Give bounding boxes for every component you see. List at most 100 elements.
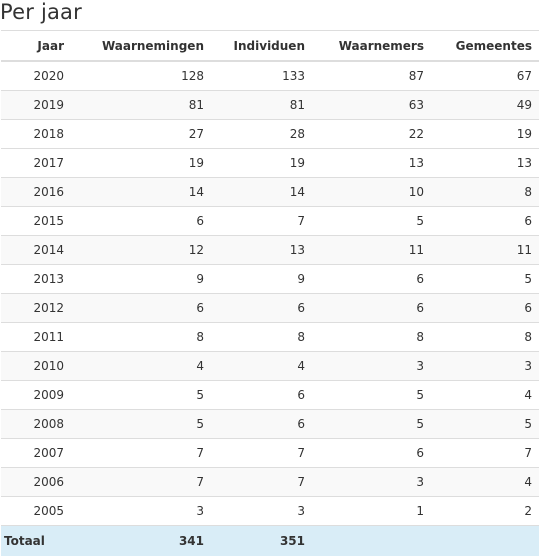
table-row: 2012 6 6 6 6 [1, 293, 539, 323]
cell-individuen: 3 [211, 496, 312, 526]
cell-gemeentes: 4 [431, 467, 539, 497]
cell-waarnemingen: 7 [71, 467, 211, 497]
column-header-individuen[interactable]: Individuen [211, 30, 312, 62]
cell-waarnemers: 13 [312, 148, 431, 178]
cell-individuen: 7 [211, 467, 312, 497]
cell-gemeentes: 4 [431, 380, 539, 410]
total-waarnemingen: 341 [71, 525, 211, 556]
cell-individuen: 8 [211, 322, 312, 352]
cell-waarnemingen: 6 [71, 206, 211, 236]
cell-waarnemers: 5 [312, 409, 431, 439]
table-row: 2005 3 3 1 2 [1, 496, 539, 526]
cell-waarnemingen: 8 [71, 322, 211, 352]
cell-jaar: 2013 [1, 264, 71, 294]
cell-waarnemingen: 12 [71, 235, 211, 265]
cell-gemeentes: 6 [431, 293, 539, 323]
cell-jaar: 2005 [1, 496, 71, 526]
cell-waarnemingen: 6 [71, 293, 211, 323]
table-row: 2018 27 28 22 19 [1, 119, 539, 149]
table-footer: Totaal 341 351 [1, 525, 539, 556]
cell-gemeentes: 67 [431, 60, 539, 91]
column-header-jaar[interactable]: Jaar [1, 30, 71, 62]
cell-jaar: 2015 [1, 206, 71, 236]
yearly-stats-table: Jaar Waarnemingen Individuen Waarnemers … [1, 30, 539, 556]
table-row: 2006 7 7 3 4 [1, 467, 539, 497]
table-row: 2019 81 81 63 49 [1, 90, 539, 120]
cell-waarnemingen: 27 [71, 119, 211, 149]
total-row: Totaal 341 351 [1, 525, 539, 556]
cell-gemeentes: 8 [431, 322, 539, 352]
cell-waarnemers: 8 [312, 322, 431, 352]
table-header: Jaar Waarnemingen Individuen Waarnemers … [1, 30, 539, 62]
cell-jaar: 2014 [1, 235, 71, 265]
cell-jaar: 2018 [1, 119, 71, 149]
cell-individuen: 81 [211, 90, 312, 120]
cell-individuen: 7 [211, 438, 312, 468]
table-row: 2016 14 14 10 8 [1, 177, 539, 207]
cell-waarnemers: 3 [312, 351, 431, 381]
table-row: 2008 5 6 5 5 [1, 409, 539, 439]
cell-individuen: 133 [211, 60, 312, 91]
cell-waarnemingen: 5 [71, 409, 211, 439]
cell-gemeentes: 6 [431, 206, 539, 236]
total-label: Totaal [1, 525, 71, 556]
cell-waarnemers: 22 [312, 119, 431, 149]
page-title: Per jaar [0, 0, 82, 24]
cell-waarnemers: 11 [312, 235, 431, 265]
cell-waarnemers: 1 [312, 496, 431, 526]
cell-individuen: 14 [211, 177, 312, 207]
cell-gemeentes: 2 [431, 496, 539, 526]
cell-jaar: 2008 [1, 409, 71, 439]
cell-jaar: 2019 [1, 90, 71, 120]
cell-waarnemers: 3 [312, 467, 431, 497]
column-header-waarnemingen[interactable]: Waarnemingen [71, 30, 211, 62]
cell-jaar: 2010 [1, 351, 71, 381]
cell-gemeentes: 8 [431, 177, 539, 207]
cell-waarnemers: 63 [312, 90, 431, 120]
total-waarnemers [312, 525, 431, 556]
header-row: Jaar Waarnemingen Individuen Waarnemers … [1, 30, 539, 62]
cell-individuen: 6 [211, 380, 312, 410]
cell-waarnemingen: 5 [71, 380, 211, 410]
table-row: 2020 128 133 87 67 [1, 60, 539, 91]
cell-waarnemingen: 128 [71, 60, 211, 91]
cell-individuen: 19 [211, 148, 312, 178]
cell-waarnemers: 6 [312, 438, 431, 468]
cell-waarnemingen: 4 [71, 351, 211, 381]
cell-gemeentes: 19 [431, 119, 539, 149]
table-row: 2010 4 4 3 3 [1, 351, 539, 381]
cell-jaar: 2006 [1, 467, 71, 497]
cell-waarnemers: 10 [312, 177, 431, 207]
cell-individuen: 7 [211, 206, 312, 236]
cell-jaar: 2016 [1, 177, 71, 207]
cell-jaar: 2011 [1, 322, 71, 352]
cell-gemeentes: 7 [431, 438, 539, 468]
cell-waarnemingen: 81 [71, 90, 211, 120]
table-row: 2017 19 19 13 13 [1, 148, 539, 178]
cell-gemeentes: 13 [431, 148, 539, 178]
cell-gemeentes: 5 [431, 409, 539, 439]
cell-individuen: 4 [211, 351, 312, 381]
cell-waarnemingen: 3 [71, 496, 211, 526]
cell-waarnemers: 6 [312, 293, 431, 323]
cell-gemeentes: 11 [431, 235, 539, 265]
cell-individuen: 9 [211, 264, 312, 294]
cell-individuen: 28 [211, 119, 312, 149]
cell-waarnemingen: 14 [71, 177, 211, 207]
column-header-waarnemers[interactable]: Waarnemers [312, 30, 431, 62]
total-individuen: 351 [211, 525, 312, 556]
cell-waarnemers: 87 [312, 60, 431, 91]
cell-waarnemers: 5 [312, 206, 431, 236]
table-row: 2009 5 6 5 4 [1, 380, 539, 410]
cell-individuen: 13 [211, 235, 312, 265]
table-row: 2011 8 8 8 8 [1, 322, 539, 352]
cell-gemeentes: 3 [431, 351, 539, 381]
cell-waarnemers: 6 [312, 264, 431, 294]
cell-jaar: 2009 [1, 380, 71, 410]
cell-jaar: 2012 [1, 293, 71, 323]
column-header-gemeentes[interactable]: Gemeentes [431, 30, 539, 62]
table-row: 2014 12 13 11 11 [1, 235, 539, 265]
table-body: 2020 128 133 87 67 2019 81 81 63 49 2018 27 28 22 19 20… [1, 60, 539, 526]
cell-jaar: 2007 [1, 438, 71, 468]
table-row: 2015 6 7 5 6 [1, 206, 539, 236]
